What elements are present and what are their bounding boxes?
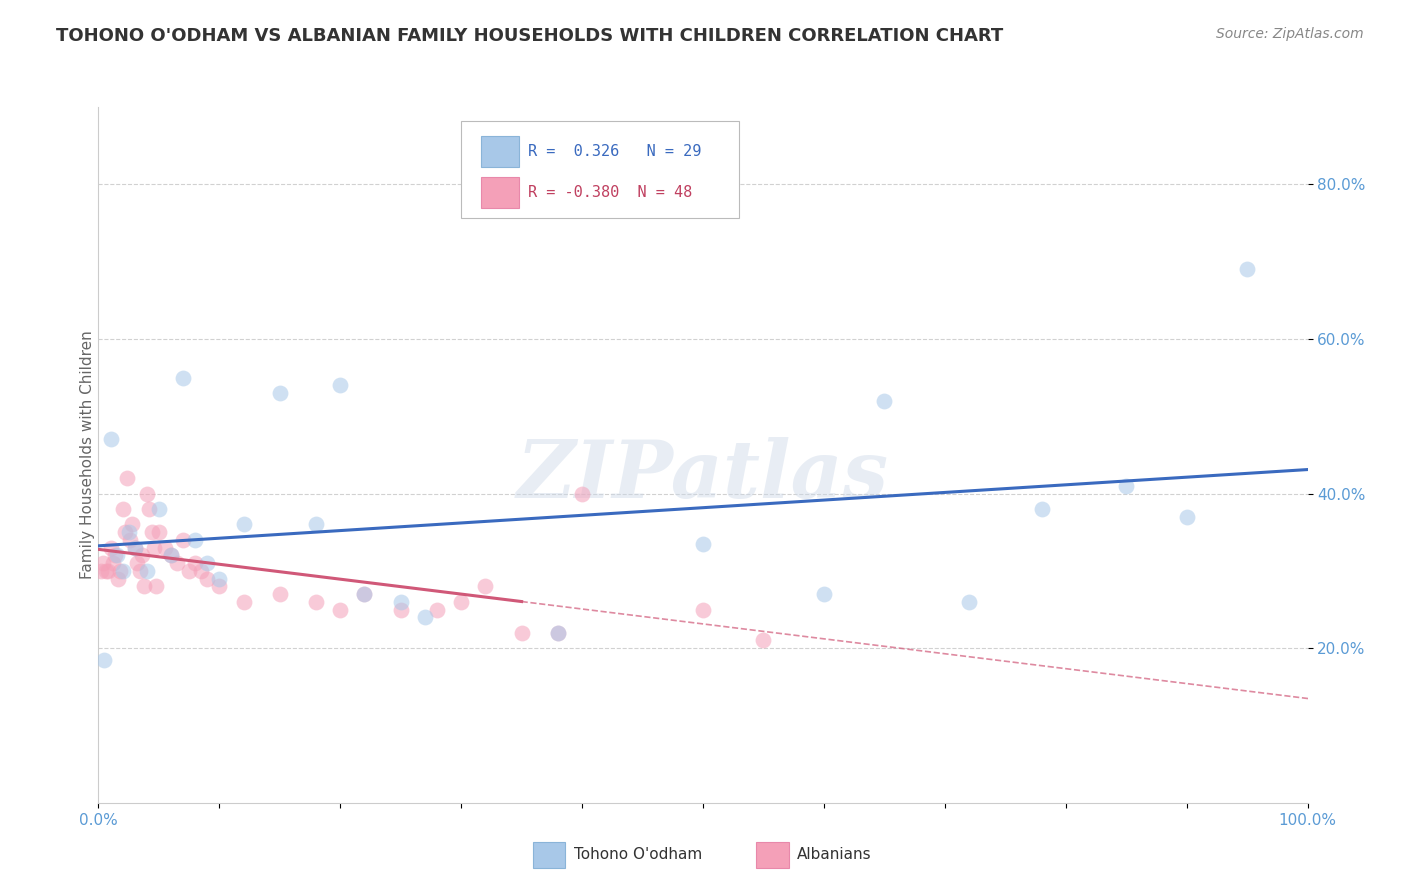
- Point: [141, 525, 163, 540]
- Point: [148, 525, 170, 540]
- Point: [118, 533, 141, 547]
- Point: [269, 587, 291, 601]
- FancyBboxPatch shape: [533, 842, 565, 868]
- Point: [752, 633, 775, 648]
- Point: [153, 541, 176, 555]
- Point: [104, 549, 127, 563]
- Point: [1115, 479, 1137, 493]
- Point: [692, 537, 714, 551]
- Point: [124, 541, 146, 555]
- Text: Source: ZipAtlas.com: Source: ZipAtlas.com: [1216, 27, 1364, 41]
- Point: [94, 564, 117, 578]
- Point: [117, 471, 139, 485]
- Point: [1031, 502, 1053, 516]
- Text: Tohono O'odham: Tohono O'odham: [574, 847, 702, 863]
- FancyBboxPatch shape: [481, 177, 519, 208]
- Point: [172, 370, 194, 384]
- Point: [329, 602, 352, 616]
- Point: [118, 525, 141, 540]
- Point: [111, 564, 134, 578]
- Point: [172, 533, 194, 547]
- Point: [128, 564, 150, 578]
- Point: [305, 517, 328, 532]
- Point: [571, 486, 593, 500]
- Point: [97, 564, 120, 578]
- Point: [93, 653, 115, 667]
- Point: [177, 564, 201, 578]
- Point: [474, 579, 496, 593]
- Point: [127, 556, 149, 570]
- Point: [413, 610, 436, 624]
- Point: [305, 595, 328, 609]
- Point: [90, 564, 112, 578]
- Point: [114, 525, 136, 540]
- Point: [111, 502, 134, 516]
- Point: [813, 587, 835, 601]
- Point: [389, 602, 412, 616]
- Point: [692, 602, 714, 616]
- Point: [100, 541, 122, 555]
- Point: [135, 486, 157, 500]
- FancyBboxPatch shape: [461, 121, 740, 219]
- Text: R =  0.326   N = 29: R = 0.326 N = 29: [527, 145, 702, 159]
- Point: [107, 572, 129, 586]
- Point: [426, 602, 449, 616]
- Point: [208, 579, 231, 593]
- Point: [957, 595, 980, 609]
- Point: [269, 386, 291, 401]
- Point: [329, 378, 352, 392]
- Point: [145, 579, 167, 593]
- Point: [166, 556, 188, 570]
- FancyBboxPatch shape: [756, 842, 789, 868]
- Y-axis label: Family Households with Children: Family Households with Children: [80, 331, 94, 579]
- Point: [353, 587, 375, 601]
- Point: [195, 572, 218, 586]
- Point: [124, 541, 146, 555]
- Point: [190, 564, 212, 578]
- Point: [450, 595, 472, 609]
- Point: [232, 595, 254, 609]
- Text: Albanians: Albanians: [797, 847, 872, 863]
- Point: [184, 556, 207, 570]
- Point: [1236, 262, 1258, 277]
- Point: [100, 433, 122, 447]
- Point: [135, 564, 157, 578]
- Point: [389, 595, 412, 609]
- Point: [195, 556, 218, 570]
- Point: [1175, 509, 1198, 524]
- Point: [105, 549, 128, 563]
- Text: R = -0.380  N = 48: R = -0.380 N = 48: [527, 185, 692, 200]
- Point: [108, 564, 131, 578]
- Text: TOHONO O'ODHAM VS ALBANIAN FAMILY HOUSEHOLDS WITH CHILDREN CORRELATION CHART: TOHONO O'ODHAM VS ALBANIAN FAMILY HOUSEH…: [56, 27, 1004, 45]
- Point: [510, 625, 533, 640]
- Point: [184, 533, 207, 547]
- Point: [91, 556, 114, 570]
- Point: [353, 587, 375, 601]
- Point: [873, 393, 896, 408]
- Point: [143, 541, 166, 555]
- Point: [547, 625, 569, 640]
- Point: [232, 517, 254, 532]
- Point: [160, 549, 183, 563]
- Point: [138, 502, 160, 516]
- FancyBboxPatch shape: [481, 136, 519, 167]
- Point: [134, 579, 156, 593]
- Point: [148, 502, 170, 516]
- Point: [547, 625, 569, 640]
- Point: [208, 572, 231, 586]
- Point: [101, 556, 124, 570]
- Text: ZIPatlas: ZIPatlas: [517, 437, 889, 515]
- Point: [160, 549, 183, 563]
- Point: [131, 549, 153, 563]
- Point: [121, 517, 143, 532]
